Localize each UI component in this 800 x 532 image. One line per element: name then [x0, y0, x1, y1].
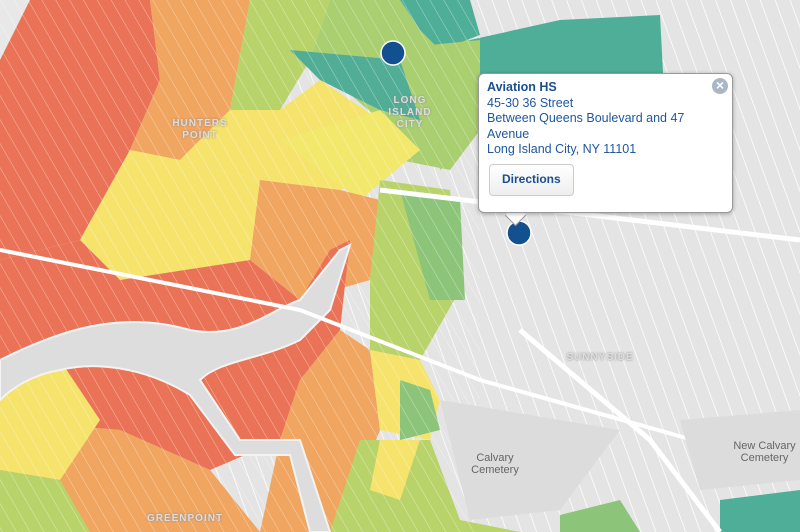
highway [518, 328, 722, 532]
map-label: New Calvary Cemetery [733, 440, 796, 464]
popup-line: Long Island City, NY 11101 [487, 142, 637, 156]
creek [0, 243, 352, 532]
highway [0, 248, 800, 472]
map-label: SUNNYSIDE [566, 352, 634, 363]
zone [560, 500, 640, 532]
popup-title: Aviation HS [487, 80, 557, 94]
highway [379, 187, 800, 243]
map-label: GREENPOINT [146, 513, 224, 524]
zone [720, 490, 800, 532]
school-marker[interactable] [506, 220, 532, 246]
cemetery [440, 400, 620, 520]
popup: Aviation HS 45-30 36 Street Between Quee… [478, 73, 733, 213]
map-label: LONG ISLAND CITY [388, 95, 432, 130]
popup-line: 45-30 36 Street [487, 95, 574, 110]
close-button[interactable]: × [712, 78, 728, 94]
cemetery [680, 410, 800, 490]
popup-line: Between Queens Boulevard and 47 Avenue [487, 111, 685, 141]
map-label: Calvary Cemetery [471, 452, 519, 476]
directions-button[interactable]: Directions [489, 164, 574, 196]
school-marker[interactable] [380, 40, 406, 66]
map-label: HUNTERS POINT [172, 118, 228, 141]
